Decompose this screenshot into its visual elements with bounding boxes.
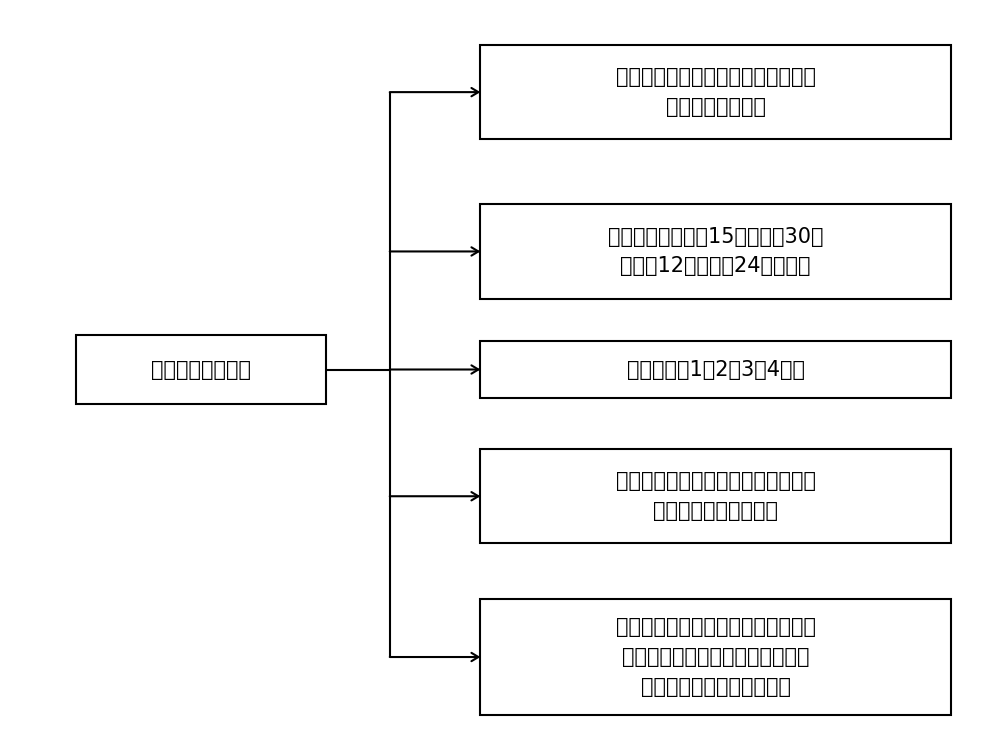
Text: 终止条件（设定采集数据项的总体采
集时长超过预设的采集等待时长门
限、新的采集时间点到达）: 终止条件（设定采集数据项的总体采 集时长超过预设的采集等待时长门 限、新的采集时… <box>616 617 816 697</box>
Text: 采集数据周期（每15分钟、每30分
钟、每12小时、每24小时等）: 采集数据周期（每15分钟、每30分 钟、每12小时、每24小时等） <box>608 227 823 276</box>
Text: 采集启动条件（无条件、前一等级采
集完成率、手工触发）: 采集启动条件（无条件、前一等级采 集完成率、手工触发） <box>616 471 816 521</box>
Text: 优先等级（1、2、3、4等）: 优先等级（1、2、3、4等） <box>627 359 805 380</box>
Bar <box>76 335 326 404</box>
Bar <box>480 599 951 715</box>
Bar <box>480 449 951 543</box>
Bar <box>480 341 951 398</box>
Bar <box>480 205 951 299</box>
Text: 可配置的采集参数: 可配置的采集参数 <box>151 359 251 380</box>
Bar <box>480 45 951 139</box>
Text: 采集数据项（日冻结、负荷数据、告
警、事件记录等）: 采集数据项（日冻结、负荷数据、告 警、事件记录等） <box>616 67 816 117</box>
